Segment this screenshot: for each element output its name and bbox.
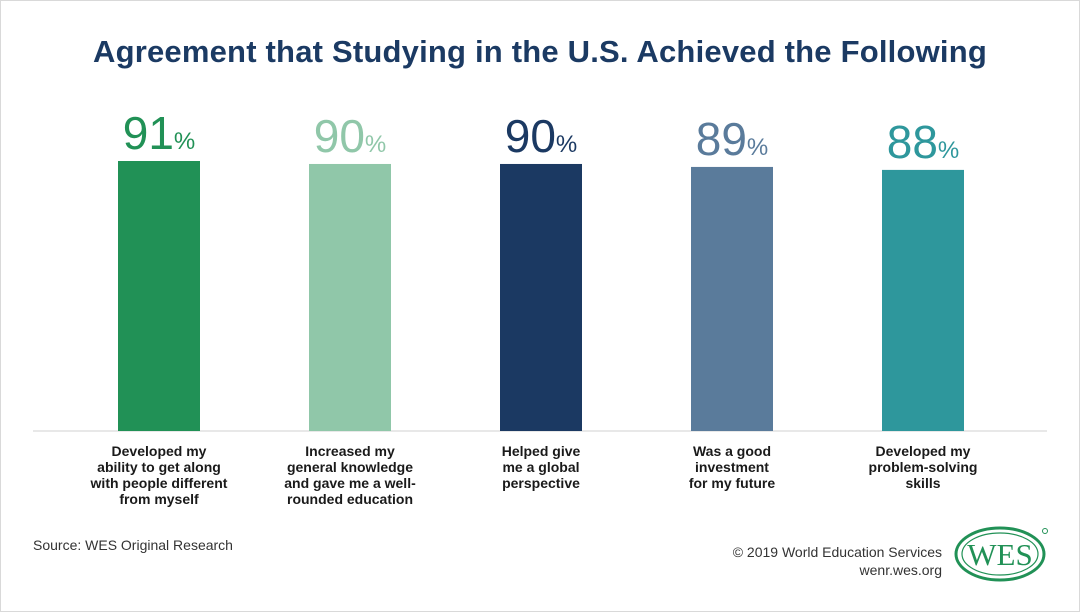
wes-logo-text: WES [967, 537, 1032, 572]
bar [691, 166, 773, 431]
registered-mark-icon [1042, 528, 1048, 534]
bar [882, 169, 964, 431]
chart-title: Agreement that Studying in the U.S. Achi… [92, 34, 987, 69]
website-text: wenr.wes.org [859, 562, 942, 578]
category-label: Was a good investment for my future [689, 443, 776, 491]
copyright-text: © 2019 World Education Services [732, 544, 942, 560]
data-label: 89% [696, 113, 769, 165]
category-label: Developed my ability to get along with peo… [90, 443, 228, 507]
category-label: Helped give me a global perspective [502, 443, 581, 491]
bar [118, 161, 200, 431]
category-label: Developed my problem-solving skills [869, 443, 978, 491]
source-note: Source: WES Original Research [33, 537, 233, 553]
bar-chart: 91% Developed my ability to get along with … [33, 107, 1047, 507]
data-label: 91% [123, 107, 196, 159]
bar [500, 163, 582, 431]
data-label: 90% [314, 110, 387, 162]
data-label: 88% [887, 116, 960, 168]
copyright-block: © 2019 World Education Services wenr.wes… [733, 543, 942, 579]
wes-logo: WES [954, 526, 1048, 582]
category-label: Increased my general knowledge and gave me… [284, 443, 416, 507]
data-label: 90% [505, 110, 578, 162]
bar [309, 163, 391, 431]
